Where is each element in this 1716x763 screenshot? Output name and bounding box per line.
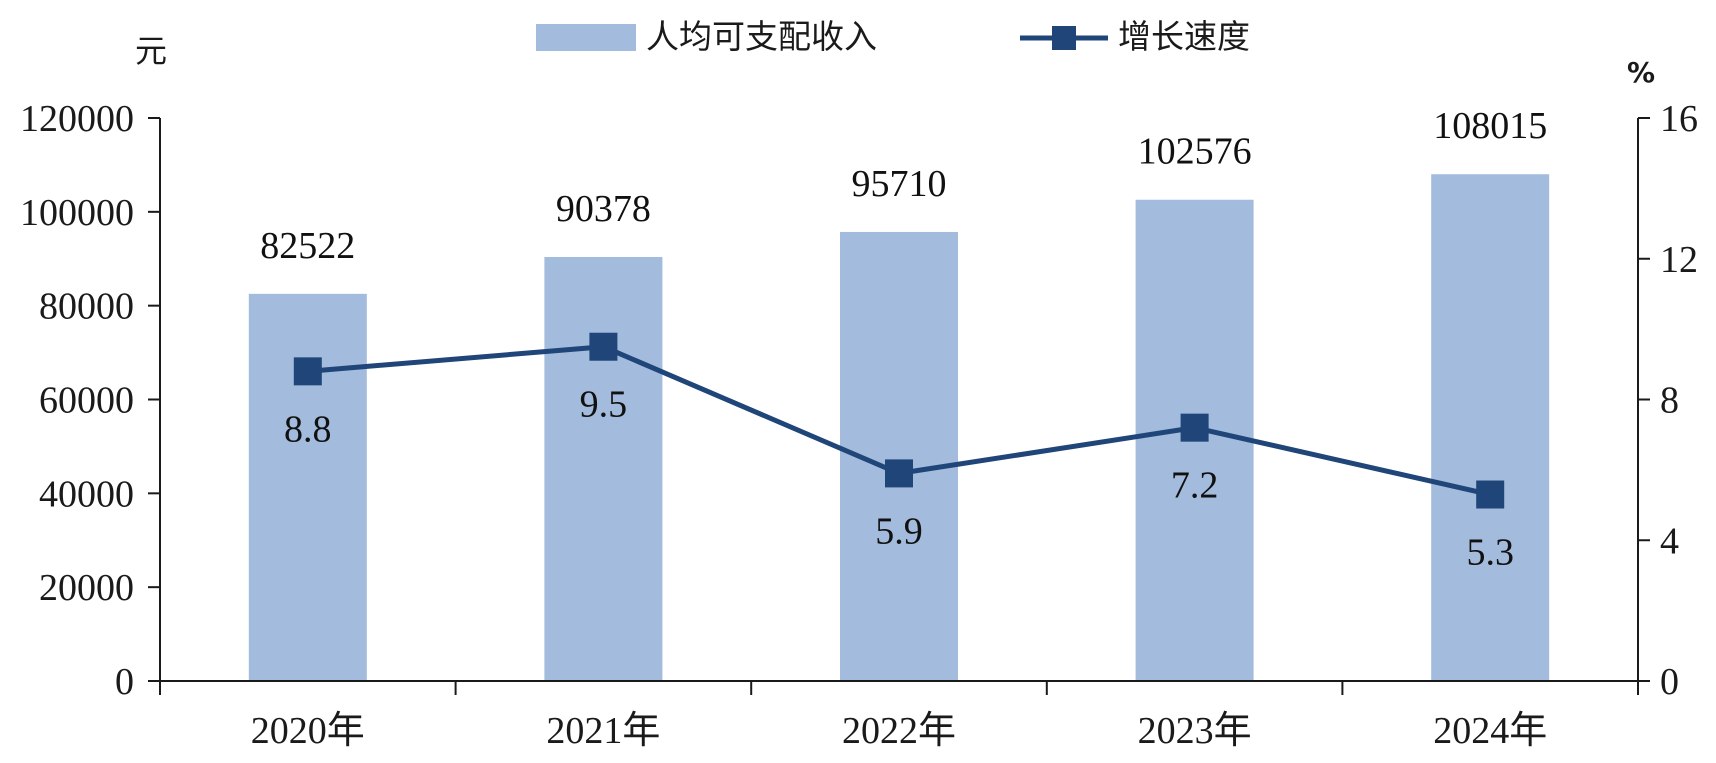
left-tick-label: 100000 <box>20 192 134 234</box>
legend-bar-swatch <box>536 24 636 51</box>
left-tick-label: 40000 <box>39 473 134 515</box>
right-axis-unit: % <box>1627 56 1655 89</box>
bar-series <box>248 174 1550 682</box>
growth-value-label: 8.8 <box>284 408 332 450</box>
bar <box>544 256 663 681</box>
x-tick-label: 2022年 <box>842 710 956 752</box>
bar-value-label: 108015 <box>1433 105 1547 147</box>
bar-value-label: 82522 <box>260 225 355 267</box>
x-tick-label: 2020年 <box>251 710 365 752</box>
growth-value-label: 7.2 <box>1171 465 1219 507</box>
growth-marker <box>1476 480 1505 509</box>
left-tick-label: 20000 <box>39 567 134 609</box>
growth-value-label: 5.3 <box>1466 532 1514 574</box>
legend-line-label: 增长速度 <box>1118 17 1250 56</box>
left-axis-unit: 元 <box>135 32 167 70</box>
growth-marker <box>293 357 322 386</box>
left-tick-label: 120000 <box>20 98 134 140</box>
left-tick-label: 0 <box>115 661 134 703</box>
growth-value-label: 5.9 <box>875 510 923 552</box>
line-series <box>293 332 1505 509</box>
right-tick-label: 12 <box>1660 239 1698 281</box>
bar <box>1431 174 1550 682</box>
bar-value-label: 102576 <box>1138 131 1252 173</box>
x-tick-label: 2023年 <box>1138 710 1252 752</box>
right-tick-label: 4 <box>1660 520 1679 562</box>
legend: 人均可支配收入 增长速度 <box>536 17 1250 56</box>
bar-value-label: 95710 <box>852 163 947 205</box>
right-tick-label: 8 <box>1660 380 1679 422</box>
right-tick-label: 0 <box>1660 661 1679 703</box>
legend-bar-label: 人均可支配收入 <box>646 17 877 56</box>
x-tick-label: 2021年 <box>546 710 660 752</box>
left-tick-label: 80000 <box>39 286 134 328</box>
x-tick-label: 2024年 <box>1433 710 1547 752</box>
legend-line-marker <box>1052 26 1076 50</box>
bar-value-label: 90378 <box>556 188 651 230</box>
bar <box>248 293 367 681</box>
data-labels: 82522 90378 95710 102576 108015 8.8 9.5 5.9 7.2 5… <box>260 105 1547 573</box>
axes: 0 20000 40000 60000 80000 100000 120000 0 4 8 12 16… <box>20 98 1698 752</box>
growth-marker <box>1180 413 1209 442</box>
right-tick-label: 16 <box>1660 98 1698 140</box>
left-tick-label: 60000 <box>39 380 134 422</box>
growth-marker <box>589 332 618 361</box>
growth-marker <box>885 459 913 488</box>
growth-value-label: 9.5 <box>580 384 628 426</box>
